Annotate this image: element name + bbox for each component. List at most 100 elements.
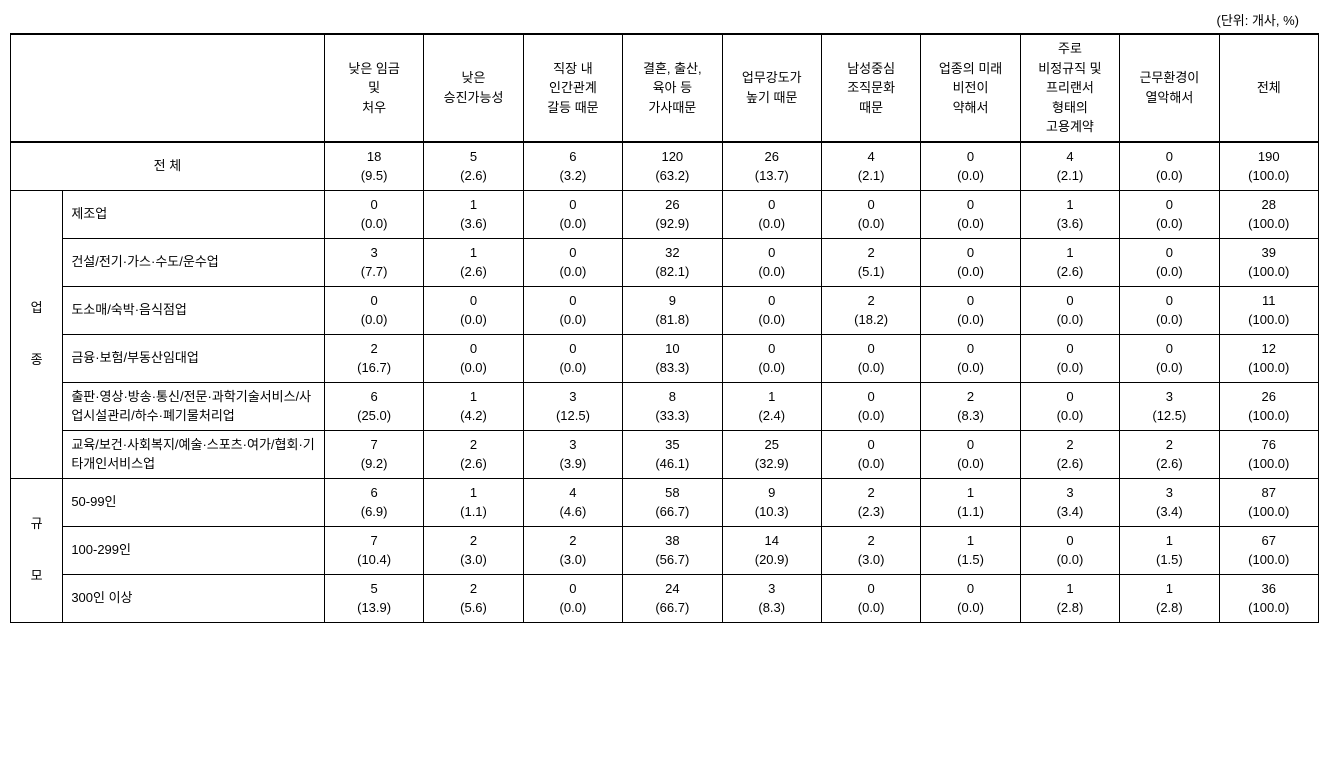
cell-percent: (0.0) (725, 262, 819, 282)
cell-value: 11 (1222, 291, 1316, 311)
cell-percent: (0.0) (426, 310, 520, 330)
cell-value: 0 (824, 387, 918, 407)
data-cell: 0(0.0) (722, 190, 821, 238)
cell-percent: (20.9) (725, 550, 819, 570)
cell-value: 1 (725, 387, 819, 407)
table-row: 금융·보험/부동산임대업2(16.7)0(0.0)0(0.0)10(83.3)0… (11, 334, 1319, 382)
cell-percent: (0.0) (923, 262, 1017, 282)
cell-value: 0 (923, 195, 1017, 215)
cell-percent: (0.0) (526, 310, 620, 330)
cell-percent: (83.3) (625, 358, 719, 378)
data-cell: 39(100.0) (1219, 238, 1318, 286)
cell-percent: (6.9) (327, 502, 421, 522)
data-cell: 1(1.1) (424, 478, 523, 526)
data-cell: 0(0.0) (921, 238, 1020, 286)
cell-value: 1 (426, 243, 520, 263)
cell-percent: (0.0) (526, 262, 620, 282)
cell-value: 2 (824, 243, 918, 263)
cell-percent: (12.5) (1122, 406, 1216, 426)
table-header-row: 낮은 임금 및 처우 낮은 승진가능성 직장 내 인간관계 갈등 때문 결혼, … (11, 34, 1319, 142)
data-cell: 6(3.2) (523, 142, 622, 191)
cell-value: 1 (1023, 579, 1117, 599)
cell-value: 0 (923, 435, 1017, 455)
row-label: 출판·영상·방송·통신/전문·과학기술서비스/사업시설관리/하수·폐기물처리업 (63, 382, 325, 430)
cell-value: 0 (426, 291, 520, 311)
data-cell: 2(3.0) (523, 526, 622, 574)
cell-percent: (2.8) (1122, 598, 1216, 618)
data-cell: 18(9.5) (324, 142, 423, 191)
cell-percent: (0.0) (1023, 358, 1117, 378)
data-cell: 0(0.0) (324, 286, 423, 334)
cell-value: 2 (426, 579, 520, 599)
data-cell: 3(12.5) (523, 382, 622, 430)
cell-value: 0 (923, 339, 1017, 359)
data-cell: 2(8.3) (921, 382, 1020, 430)
cell-value: 3 (1122, 387, 1216, 407)
cell-percent: (0.0) (824, 358, 918, 378)
data-cell: 3(3.9) (523, 430, 622, 478)
row-label: 금융·보험/부동산임대업 (63, 334, 325, 382)
cell-value: 3 (526, 435, 620, 455)
data-cell: 1(2.6) (424, 238, 523, 286)
data-cell: 0(0.0) (921, 142, 1020, 191)
cell-value: 0 (327, 195, 421, 215)
data-cell: 87(100.0) (1219, 478, 1318, 526)
table-row: 건설/전기·가스·수도/운수업3(7.7)1(2.6)0(0.0)32(82.1… (11, 238, 1319, 286)
cell-percent: (3.0) (526, 550, 620, 570)
col-header: 남성중심 조직문화 때문 (821, 34, 920, 142)
col-header: 직장 내 인간관계 갈등 때문 (523, 34, 622, 142)
cell-value: 36 (1222, 579, 1316, 599)
cell-percent: (0.0) (1122, 358, 1216, 378)
cell-value: 0 (1023, 387, 1117, 407)
data-cell: 0(0.0) (1020, 382, 1119, 430)
data-cell: 2(5.1) (821, 238, 920, 286)
data-cell: 0(0.0) (921, 190, 1020, 238)
data-cell: 1(1.5) (921, 526, 1020, 574)
data-cell: 0(0.0) (1120, 334, 1219, 382)
cell-value: 0 (1023, 339, 1117, 359)
data-cell: 2(2.3) (821, 478, 920, 526)
cell-percent: (16.7) (327, 358, 421, 378)
cell-value: 6 (327, 483, 421, 503)
cell-value: 0 (526, 339, 620, 359)
data-cell: 9(81.8) (623, 286, 722, 334)
cell-percent: (0.0) (824, 406, 918, 426)
cell-value: 28 (1222, 195, 1316, 215)
cell-value: 0 (725, 339, 819, 359)
row-label: 건설/전기·가스·수도/운수업 (63, 238, 325, 286)
cell-value: 2 (426, 435, 520, 455)
cell-value: 0 (1023, 531, 1117, 551)
cell-percent: (2.6) (1023, 262, 1117, 282)
cell-value: 0 (526, 291, 620, 311)
cell-percent: (25.0) (327, 406, 421, 426)
cell-value: 0 (923, 291, 1017, 311)
cell-percent: (2.4) (725, 406, 819, 426)
cell-value: 7 (327, 531, 421, 551)
data-cell: 76(100.0) (1219, 430, 1318, 478)
table-row: 도소매/숙박·음식점업0(0.0)0(0.0)0(0.0)9(81.8)0(0.… (11, 286, 1319, 334)
cell-value: 87 (1222, 483, 1316, 503)
row-label: 50-99인 (63, 478, 325, 526)
data-cell: 0(0.0) (821, 334, 920, 382)
cell-value: 6 (526, 147, 620, 167)
cell-percent: (66.7) (625, 502, 719, 522)
cell-percent: (1.1) (426, 502, 520, 522)
cell-value: 0 (1122, 195, 1216, 215)
data-cell: 5(13.9) (324, 574, 423, 622)
cell-percent: (0.0) (824, 214, 918, 234)
data-cell: 35(46.1) (623, 430, 722, 478)
data-cell: 24(66.7) (623, 574, 722, 622)
cell-percent: (9.2) (327, 454, 421, 474)
cell-value: 0 (1122, 147, 1216, 167)
cell-percent: (0.0) (923, 358, 1017, 378)
cell-percent: (0.0) (923, 310, 1017, 330)
cell-percent: (0.0) (327, 214, 421, 234)
cell-percent: (0.0) (824, 454, 918, 474)
data-cell: 0(0.0) (1120, 190, 1219, 238)
data-cell: 38(56.7) (623, 526, 722, 574)
cell-value: 5 (426, 147, 520, 167)
row-label: 300인 이상 (63, 574, 325, 622)
data-cell: 28(100.0) (1219, 190, 1318, 238)
row-label-total: 전 체 (11, 142, 325, 191)
data-cell: 7(9.2) (324, 430, 423, 478)
